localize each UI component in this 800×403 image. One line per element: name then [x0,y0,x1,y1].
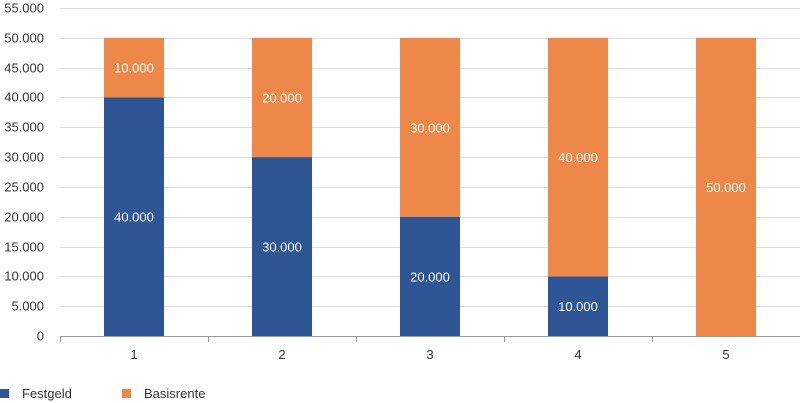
data-label-festgeld-2: 30.000 [262,240,302,255]
y-tick-label: 45.000 [4,61,44,76]
bar-basisrente-2 [252,37,312,158]
bar-basisrente-4 [548,37,608,277]
bar-festgeld-2 [252,157,312,336]
bar-festgeld-1 [104,97,164,336]
data-label-basisrente-4: 40.000 [558,150,598,165]
x-tick-label: 4 [574,347,581,362]
y-tick-label: 0 [37,329,44,344]
y-tick-label: 35.000 [4,120,44,135]
bar-festgeld-3 [400,216,460,336]
y-tick-label: 5.000 [11,299,44,314]
data-label-festgeld-1: 40.000 [114,210,154,225]
y-tick-label: 55.000 [4,1,44,16]
x-tick-label: 1 [130,347,137,362]
bar-festgeld-4 [548,276,608,336]
y-tick-label: 15.000 [4,240,44,255]
x-tick-label: 2 [278,347,285,362]
y-tick-label: 10.000 [4,269,44,284]
data-label-basisrente-1: 10.000 [114,61,154,76]
bars: 40.000 10.000 30.000 20.000 20.000 30.000 10.0… [104,37,756,337]
legend-swatch-basisrente [122,389,131,398]
data-label-festgeld-4: 10.000 [558,299,598,314]
legend-label-festgeld: Festgeld [22,386,72,401]
legend-label-basisrente: Basisrente [144,386,205,401]
data-label-basisrente-2: 20.000 [262,90,302,105]
bar-basisrente-1 [104,37,164,98]
legend: Festgeld Basisrente [0,386,205,401]
y-tick-label: 40.000 [4,90,44,105]
y-axis: 0 5.000 10.000 15.000 20.000 25.000 30.000 35.0… [4,1,44,344]
y-tick-label: 20.000 [4,210,44,225]
bar-basisrente-3 [400,37,460,217]
data-label-basisrente-5: 50.000 [706,180,746,195]
y-tick-label: 25.000 [4,180,44,195]
y-tick-label: 30.000 [4,150,44,165]
bar-basisrente-5 [696,37,756,337]
data-label-basisrente-3: 30.000 [410,120,450,135]
x-tick-label: 3 [426,347,433,362]
x-tick-label: 5 [722,347,729,362]
legend-swatch-festgeld [0,389,9,398]
x-axis: 1 2 3 4 5 [60,336,800,362]
y-tick-label: 50.000 [4,31,44,46]
data-label-festgeld-3: 20.000 [410,269,450,284]
